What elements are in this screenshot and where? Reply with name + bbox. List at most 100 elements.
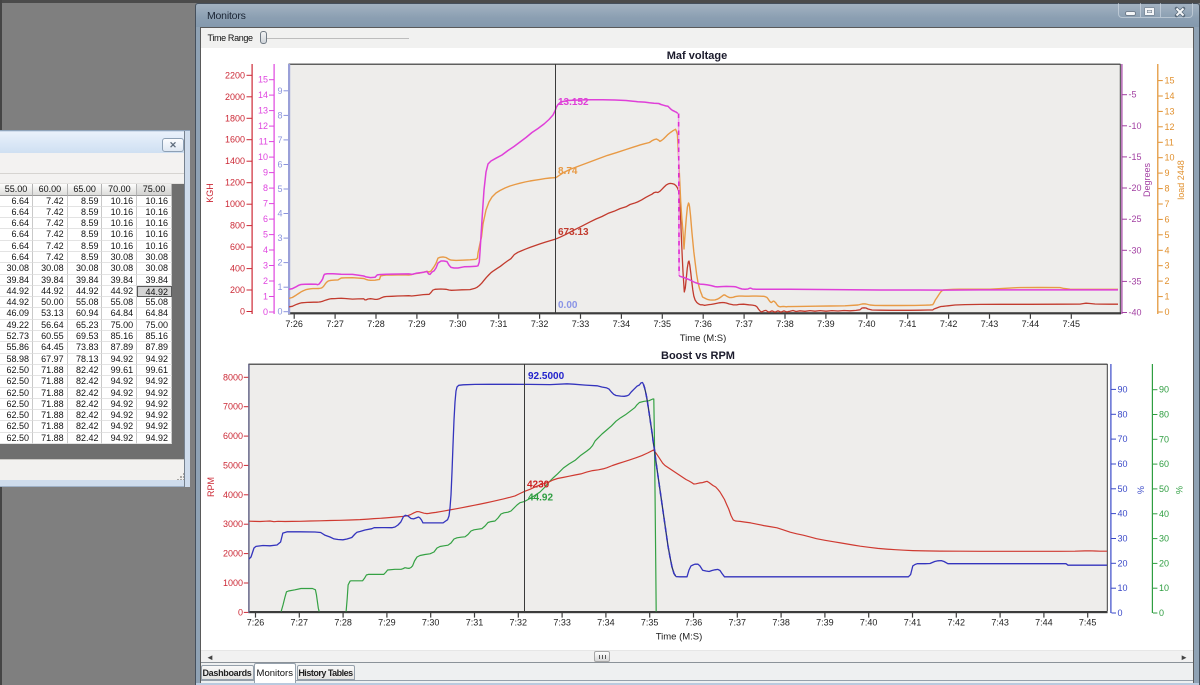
svg-text:7:33: 7:33 (553, 618, 571, 628)
svg-text:15: 15 (1165, 76, 1175, 86)
svg-text:9: 9 (263, 168, 268, 178)
svg-text:-20: -20 (1129, 183, 1142, 193)
svg-text:800: 800 (230, 221, 245, 231)
svg-text:-5: -5 (1129, 90, 1137, 100)
svg-text:5: 5 (263, 230, 268, 240)
svg-text:7:32: 7:32 (510, 618, 528, 628)
svg-text:20: 20 (1118, 558, 1128, 568)
svg-text:13: 13 (258, 106, 268, 116)
svg-text:3000: 3000 (223, 519, 243, 529)
svg-text:0: 0 (277, 307, 282, 317)
svg-text:70: 70 (1118, 434, 1128, 444)
svg-text:7:41: 7:41 (899, 319, 917, 329)
svg-text:6: 6 (263, 214, 268, 224)
svg-text:90: 90 (1159, 385, 1169, 395)
svg-text:Time (M:S): Time (M:S) (656, 632, 703, 643)
svg-text:11: 11 (1165, 137, 1174, 147)
svg-text:7:40: 7:40 (860, 618, 878, 628)
svg-text:7000: 7000 (223, 402, 243, 412)
svg-text:7:41: 7:41 (904, 618, 922, 628)
svg-text:0.00: 0.00 (558, 300, 578, 311)
svg-text:92.5000: 92.5000 (528, 371, 565, 382)
svg-text:-10: -10 (1129, 121, 1142, 131)
svg-text:8: 8 (1165, 184, 1170, 194)
svg-text:30: 30 (1159, 534, 1169, 544)
svg-text:13: 13 (1165, 106, 1175, 116)
svg-text:7:38: 7:38 (776, 319, 794, 329)
svg-text:6: 6 (277, 160, 282, 170)
svg-text:7:31: 7:31 (490, 319, 508, 329)
svg-text:50: 50 (1159, 484, 1169, 494)
svg-text:KGH: KGH (205, 183, 215, 203)
svg-text:7:36: 7:36 (685, 618, 703, 628)
svg-text:7:29: 7:29 (378, 618, 396, 628)
svg-text:2: 2 (1165, 276, 1170, 286)
svg-text:0: 0 (238, 607, 243, 617)
svg-text:7:37: 7:37 (735, 319, 753, 329)
svg-text:10: 10 (1118, 583, 1128, 593)
svg-text:7:43: 7:43 (981, 319, 999, 329)
svg-text:9: 9 (277, 86, 282, 96)
svg-text:70: 70 (1159, 434, 1169, 444)
svg-text:14: 14 (1165, 91, 1175, 101)
svg-text:8: 8 (277, 110, 282, 120)
svg-text:14: 14 (258, 90, 268, 100)
svg-text:12: 12 (258, 121, 268, 131)
svg-text:60: 60 (1159, 459, 1169, 469)
svg-text:7:45: 7:45 (1063, 319, 1081, 329)
svg-text:90: 90 (1118, 384, 1128, 394)
svg-text:1: 1 (263, 292, 268, 302)
svg-text:7:27: 7:27 (291, 618, 309, 628)
svg-text:7:28: 7:28 (334, 618, 352, 628)
svg-text:Degrees: Degrees (1142, 162, 1152, 197)
svg-text:4: 4 (1165, 245, 1170, 255)
svg-text:Maf voltage: Maf voltage (667, 50, 728, 62)
svg-text:Time (M:S): Time (M:S) (680, 333, 727, 344)
svg-text:7:33: 7:33 (572, 319, 590, 329)
svg-text:%: % (1136, 486, 1146, 494)
svg-text:2200: 2200 (225, 70, 245, 80)
svg-text:12: 12 (1165, 122, 1175, 132)
svg-text:7: 7 (1165, 199, 1170, 209)
svg-text:1800: 1800 (225, 113, 245, 123)
svg-text:9: 9 (1165, 168, 1170, 178)
svg-text:1000: 1000 (225, 199, 245, 209)
svg-text:11: 11 (259, 137, 268, 147)
svg-text:7:39: 7:39 (817, 319, 835, 329)
svg-text:7:42: 7:42 (940, 319, 958, 329)
svg-text:Boost vs RPM: Boost vs RPM (661, 350, 735, 362)
svg-text:5000: 5000 (223, 460, 243, 470)
svg-text:7:30: 7:30 (422, 618, 440, 628)
svg-text:7:44: 7:44 (1022, 319, 1040, 329)
svg-text:3: 3 (1165, 261, 1170, 271)
svg-text:30: 30 (1118, 534, 1128, 544)
svg-text:15: 15 (258, 75, 268, 85)
svg-text:7:35: 7:35 (654, 319, 672, 329)
svg-text:400: 400 (230, 264, 245, 274)
svg-text:40: 40 (1159, 509, 1169, 519)
svg-text:5: 5 (1165, 230, 1170, 240)
svg-text:7:35: 7:35 (641, 618, 659, 628)
svg-text:8: 8 (263, 183, 268, 193)
svg-text:RPM: RPM (206, 477, 216, 497)
svg-text:7:28: 7:28 (367, 319, 385, 329)
svg-text:7:30: 7:30 (449, 319, 467, 329)
svg-text:50: 50 (1118, 484, 1128, 494)
svg-text:1: 1 (1165, 292, 1170, 302)
svg-text:7:45: 7:45 (1079, 618, 1097, 628)
svg-text:1200: 1200 (225, 178, 245, 188)
svg-text:7:38: 7:38 (772, 618, 790, 628)
svg-text:7:44: 7:44 (1035, 618, 1053, 628)
svg-text:80: 80 (1118, 409, 1128, 419)
svg-text:44.92: 44.92 (528, 493, 553, 504)
svg-text:80: 80 (1159, 410, 1169, 420)
svg-text:6: 6 (1165, 214, 1170, 224)
svg-text:40: 40 (1118, 509, 1128, 519)
svg-text:4230: 4230 (527, 480, 550, 491)
svg-text:600: 600 (230, 242, 245, 252)
svg-text:4: 4 (277, 209, 282, 219)
svg-text:7:29: 7:29 (408, 319, 426, 329)
svg-text:5: 5 (277, 184, 282, 194)
svg-text:-35: -35 (1129, 276, 1142, 286)
svg-text:10: 10 (258, 152, 268, 162)
